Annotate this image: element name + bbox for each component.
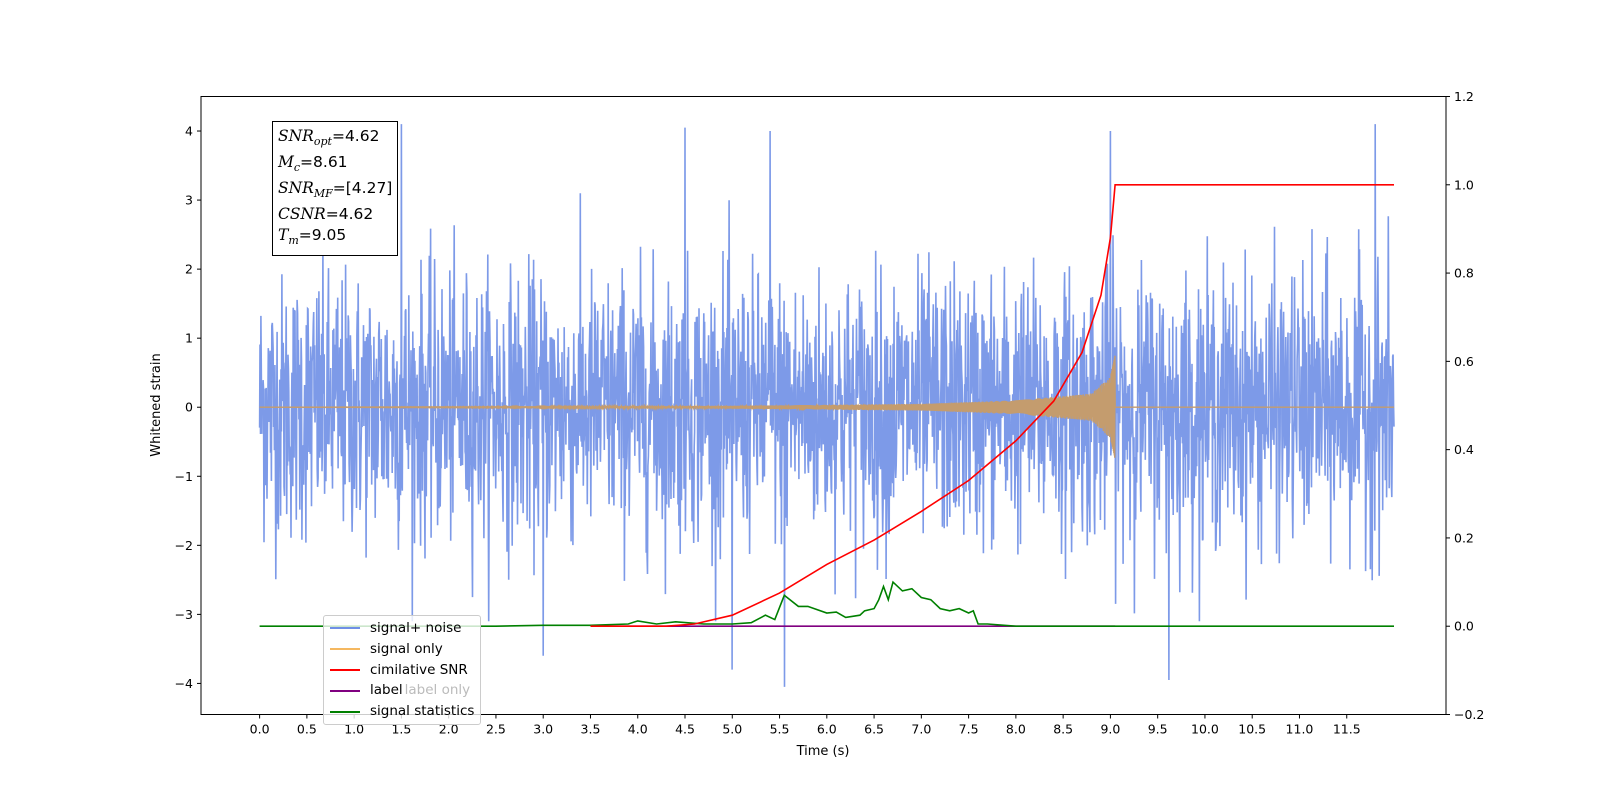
x-tick-label: 4.5 [675, 722, 695, 737]
y-left-tick-label: 3 [185, 193, 193, 208]
x-tick-label: 11.5 [1333, 722, 1361, 737]
y-left-tick-label: 2 [185, 262, 193, 277]
info-csnr-symbol: CSNR [278, 205, 326, 224]
y-right-tick-label: 0.8 [1454, 266, 1474, 281]
x-tick-label: 6.0 [817, 722, 837, 737]
y-right-tick-label: 0.2 [1454, 530, 1474, 545]
info-mc-value: =8.61 [300, 153, 348, 172]
info-tm-subscript: m [288, 234, 299, 248]
info-snr-mf-value: =[4.27] [332, 179, 393, 198]
x-tick-label: 0.5 [297, 722, 317, 737]
info-mc-symbol: M [278, 153, 294, 172]
series-cumulative-snr-line [590, 184, 1394, 627]
x-tick-label: 3.5 [581, 722, 601, 737]
y-left-tick-label: −1 [175, 469, 193, 484]
info-snr-opt-symbol: SNR [278, 127, 314, 145]
plot-area [258, 124, 1395, 687]
y-left-tick-label: 1 [185, 331, 193, 346]
legend-swatch [330, 710, 360, 713]
legend-item-signal-noise: signal+ noise [330, 618, 474, 639]
legend-label: signal+ noise [370, 620, 462, 636]
info-snr-opt-subscript: opt [313, 135, 332, 149]
series-signal-noise-line [258, 124, 1395, 687]
legend-label: cimilative SNR [370, 661, 468, 678]
x-tick-label: 5.5 [770, 722, 790, 737]
info-snr-opt-value: =4.62 [331, 127, 380, 145]
x-tick-label: 7.5 [959, 722, 979, 737]
x-tick-label: 1.0 [344, 722, 364, 737]
y-left-tick-label: −4 [175, 676, 193, 691]
y-left-tick-label: −2 [175, 538, 193, 553]
info-snr-opt: SNRopt=4.62 [278, 126, 392, 152]
legend-swatch [330, 648, 360, 651]
info-mc: Mc=8.61 [278, 152, 392, 178]
info-snr-mf-symbol: SNR [278, 179, 314, 198]
x-tick-label: 7.0 [911, 722, 931, 737]
y-right-tick-label: 0.4 [1454, 442, 1474, 457]
info-snr-mf-subscript: MF [313, 187, 333, 201]
x-tick-label: 8.0 [1006, 722, 1026, 737]
x-tick-label: 11.0 [1286, 722, 1314, 737]
parameter-info-box: SNRopt=4.62 Mc=8.61 SNRMF=[4.27] CSNR=4.… [272, 121, 399, 257]
x-tick-label: 9.5 [1148, 722, 1168, 737]
x-tick-label: 9.0 [1100, 722, 1120, 737]
x-tick-label: 4.0 [628, 722, 648, 737]
x-tick-label: 1.5 [391, 722, 411, 737]
y-axis-label-left: Whitened strain [149, 353, 164, 456]
y-left-tick-label: −3 [175, 607, 193, 622]
legend-item-label: label label only [330, 680, 474, 701]
info-tm-symbol: T [278, 226, 289, 245]
info-csnr-value: =4.62 [325, 205, 374, 224]
legend-hidden-text: label only [404, 682, 471, 699]
y-right-tick-label: 0.0 [1454, 619, 1474, 634]
info-mc-subscript: c [293, 161, 301, 175]
y-left-tick-label: 0 [185, 400, 193, 415]
info-csnr: CSNR=4.62 [278, 204, 392, 225]
legend-item-signal-statistics: signal statistics [330, 701, 474, 722]
x-tick-label: 3.0 [533, 722, 553, 737]
x-tick-label: 2.5 [486, 722, 506, 737]
legend-label: label [370, 682, 403, 699]
x-tick-label: 10.5 [1238, 722, 1266, 737]
legend-item-cumulative-snr: cimilative SNR [330, 660, 474, 681]
axes: 0.0 0.5 1.0 1.5 2.0 2.5 3.0 3.5 4.0 4.5 5.0 5.5 6.0 6… [175, 89, 1485, 737]
legend-item-signal-only: signal only [330, 639, 474, 660]
info-tm: Tm=9.05 [278, 225, 392, 251]
y-right-tick-label: 1.0 [1454, 177, 1474, 192]
y-right-tick-label: 0.6 [1454, 354, 1474, 369]
info-tm-value: =9.05 [298, 226, 347, 245]
series-signal-only-line [259, 355, 1394, 458]
x-tick-label: 5.0 [722, 722, 742, 737]
y-right-tick-label: −0.2 [1454, 707, 1484, 722]
legend-label: signal statistics [370, 703, 475, 720]
legend-swatch [330, 668, 360, 671]
series-signal-statistics-line [259, 580, 1394, 627]
x-tick-label: 2.0 [439, 722, 459, 737]
legend-swatch [330, 689, 360, 692]
axes-frame [200, 96, 1447, 715]
y-left-tick-label: 4 [185, 124, 193, 139]
info-snr-mf: SNRMF=[4.27] [278, 178, 392, 204]
x-axis-label: Time (s) [796, 744, 850, 759]
legend-swatch [330, 627, 360, 630]
legend: signal+ noise signal only cimilative SNR… [323, 615, 482, 725]
y-right-tick-label: 1.2 [1454, 89, 1474, 104]
x-tick-label: 6.5 [864, 722, 884, 737]
x-tick-label: 10.0 [1191, 722, 1219, 737]
x-tick-label: 8.5 [1053, 722, 1073, 737]
x-tick-label: 0.0 [250, 722, 270, 737]
legend-label: signal only [370, 640, 443, 657]
